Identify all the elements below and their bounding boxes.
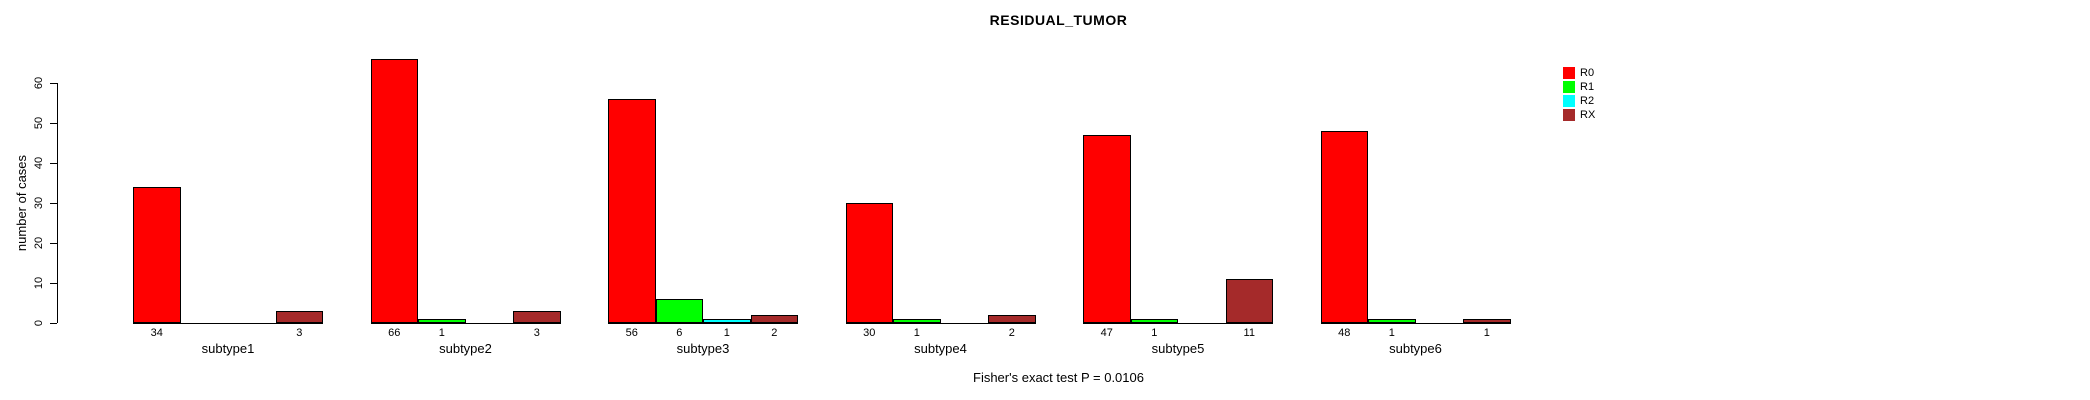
legend-row-r0: R0 <box>1563 66 1595 80</box>
bar-value-label: 2 <box>771 327 778 339</box>
legend-swatch-r2 <box>1563 95 1575 107</box>
bar-value-label: 34 <box>150 327 163 339</box>
legend-label-r1: R1 <box>1580 81 1595 93</box>
bar-value-label: 30 <box>863 327 876 339</box>
bar-r1-subtype6 <box>1368 319 1416 323</box>
bar-r0-subtype5 <box>1083 135 1131 323</box>
legend: R0 R1 R2 RX <box>1563 66 1595 122</box>
category-label-subtype5: subtype5 <box>1151 341 1205 356</box>
y-tick <box>50 83 57 84</box>
group-baseline <box>133 323 323 324</box>
bar-value-label: 1 <box>1151 327 1158 339</box>
bar-value-label: 3 <box>296 327 303 339</box>
y-tick-label: 20 <box>33 236 45 250</box>
y-tick <box>50 283 57 284</box>
y-tick <box>50 243 57 244</box>
group-baseline <box>370 323 561 324</box>
bar-rx-subtype1 <box>275 311 323 323</box>
bar-r1-subtype2 <box>418 319 466 323</box>
y-tick <box>50 323 57 324</box>
category-label-subtype3: subtype3 <box>676 341 730 356</box>
y-tick-label: 60 <box>33 76 45 90</box>
bar-value-label: 1 <box>913 327 920 339</box>
bar-value-label: 1 <box>1388 327 1395 339</box>
legend-row-rx: RX <box>1563 108 1595 122</box>
bar-value-label: 6 <box>676 327 683 339</box>
y-tick <box>50 203 57 204</box>
bar-value-label: 56 <box>625 327 638 339</box>
legend-label-r2: R2 <box>1580 95 1595 107</box>
bar-r0-subtype6 <box>1320 131 1368 323</box>
bar-rx-subtype5 <box>1225 279 1273 323</box>
bar-r1-subtype5 <box>1130 319 1178 323</box>
group-baseline <box>608 323 798 324</box>
group-baseline <box>1083 323 1273 324</box>
y-tick-label: 50 <box>33 116 45 130</box>
bar-rx-subtype6 <box>1463 319 1511 323</box>
y-axis-label: number of cases <box>14 154 29 252</box>
legend-label-rx: RX <box>1580 109 1596 121</box>
bar-rx-subtype2 <box>513 311 561 323</box>
category-label-subtype1: subtype1 <box>201 341 255 356</box>
legend-swatch-rx <box>1563 109 1575 121</box>
category-label-subtype2: subtype2 <box>439 341 492 356</box>
bar-value-label: 1 <box>438 327 445 339</box>
bar-r0-subtype2 <box>370 59 418 323</box>
y-axis-line <box>57 83 58 323</box>
bar-value-label: 1 <box>723 327 730 339</box>
bar-value-label: 3 <box>533 327 540 339</box>
y-tick <box>50 163 57 164</box>
bar-value-label: 66 <box>388 327 401 339</box>
bar-rx-subtype4 <box>988 315 1036 323</box>
bar-value-label: 47 <box>1100 327 1113 339</box>
bar-value-label: 2 <box>1008 327 1015 339</box>
bar-value-label: 11 <box>1243 327 1255 339</box>
y-tick-label: 40 <box>33 156 45 170</box>
legend-swatch-r0 <box>1563 67 1575 79</box>
legend-swatch-r1 <box>1563 81 1575 93</box>
group-baseline <box>845 323 1036 324</box>
bar-r2-subtype3 <box>703 319 751 323</box>
y-tick <box>50 123 57 124</box>
y-tick-label: 10 <box>33 276 45 290</box>
bar-r0-subtype4 <box>845 203 893 323</box>
bar-r0-subtype3 <box>608 99 656 323</box>
category-label-subtype4: subtype4 <box>914 341 967 356</box>
y-tick-label: 0 <box>33 319 45 327</box>
legend-row-r2: R2 <box>1563 94 1595 108</box>
legend-row-r1: R1 <box>1563 80 1595 94</box>
bar-rx-subtype3 <box>750 315 798 323</box>
annotation-fisher-test: Fisher's exact test P = 0.0106 <box>973 370 1144 385</box>
bar-value-label: 1 <box>1483 327 1490 339</box>
bar-value-label: 48 <box>1338 327 1351 339</box>
y-tick-label: 30 <box>33 196 45 210</box>
bar-r1-subtype4 <box>893 319 941 323</box>
bar-r0-subtype1 <box>133 187 181 323</box>
category-label-subtype6: subtype6 <box>1389 341 1442 356</box>
legend-label-r0: R0 <box>1580 67 1595 79</box>
group-baseline <box>1320 323 1511 324</box>
chart-title: RESIDUAL_TUMOR <box>989 12 1128 28</box>
bar-r1-subtype3 <box>655 299 703 323</box>
